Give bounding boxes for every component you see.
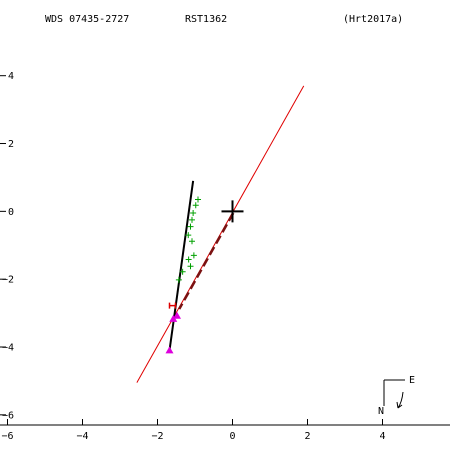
observation-point (187, 223, 194, 230)
predicted-position (173, 311, 181, 319)
observation-point (190, 252, 197, 259)
observation-point (185, 232, 192, 239)
observation-point (190, 210, 197, 217)
x-tick-label: 0 (229, 431, 235, 442)
wds-id: WDS 07435-2727 (45, 14, 129, 25)
interferometric-point (168, 302, 177, 309)
y-tick-label: 2 (8, 139, 14, 150)
x-tick-label: 4 (379, 431, 385, 442)
compass-east-label: E (409, 375, 415, 386)
observation-point (187, 263, 194, 270)
compass-direction-arrow (396, 391, 404, 409)
compass-north-label: N (378, 406, 384, 417)
x-tick-label: −4 (76, 431, 88, 442)
observation-point (189, 238, 195, 245)
observation-point (192, 202, 199, 209)
observation-point (179, 268, 186, 275)
y-tick-label: 0 (8, 207, 14, 218)
primary-star-marker (221, 200, 244, 223)
predicted-position (165, 346, 174, 354)
x-tick-label: −2 (151, 431, 163, 442)
observation-point (195, 196, 201, 203)
reference-code: (Hrt2017a) (343, 14, 403, 25)
y-tick-label: 4 (8, 71, 14, 82)
observation-point (175, 276, 182, 283)
x-tick-label: −6 (1, 431, 13, 442)
predicted-position (169, 314, 178, 322)
observation-point (185, 256, 192, 263)
y-tick-label: −4 (2, 343, 14, 354)
observation-point (189, 216, 195, 223)
compass: E N (378, 375, 415, 417)
y-tick-label: −2 (2, 275, 14, 286)
dashed-line (178, 212, 235, 310)
orbit-line (168, 180, 195, 351)
y-tick-label: −6 (2, 410, 14, 421)
x-tick-label: 2 (304, 431, 310, 442)
reference-line (136, 85, 305, 383)
discoverer-code: RST1362 (185, 14, 227, 25)
